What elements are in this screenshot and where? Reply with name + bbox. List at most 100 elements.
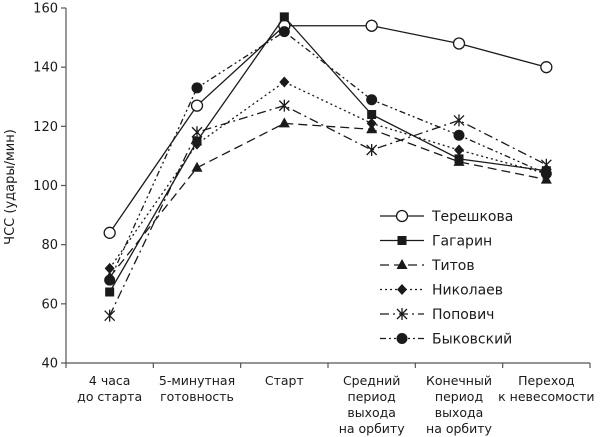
- legend-marker: [396, 308, 408, 320]
- plot-area: 40 60 80 100 120 140 160 4 часа до старта 5-минут…: [33, 2, 594, 437]
- x-tick-label-line: Средний: [343, 373, 400, 388]
- marker-shape: [278, 99, 290, 112]
- legend-label: Гагарин: [432, 234, 492, 250]
- x-tick-label-line: до старта: [77, 389, 142, 404]
- y-tick-label: 140: [33, 61, 58, 76]
- marker-shape: [278, 26, 290, 38]
- marker-shape: [105, 287, 115, 297]
- marker-shape: [454, 144, 464, 156]
- x-tick-label-line: 5-минутная: [159, 373, 235, 388]
- x-tick-label-line: Конечный: [426, 373, 492, 388]
- y-tick-label: 60: [41, 297, 58, 312]
- data-point: [191, 126, 203, 139]
- legend-item: Терешкова: [380, 209, 513, 225]
- data-point: [365, 19, 378, 32]
- series-line: [109, 30, 547, 281]
- data-point: [366, 144, 378, 156]
- marker-shape: [278, 117, 290, 128]
- marker-shape: [397, 284, 407, 295]
- x-tick-label-line: на орбиту: [339, 421, 406, 436]
- series-3: [104, 76, 552, 274]
- marker-shape: [396, 308, 408, 320]
- legend-label: Терешкова: [431, 209, 513, 225]
- data-point: [540, 61, 553, 74]
- x-tick-label: Конечный период выхода на орбиту: [426, 373, 493, 436]
- legend-label: Попович: [432, 307, 494, 323]
- data-point: [367, 110, 377, 119]
- data-point: [103, 226, 116, 239]
- x-tick-label-line: на орбиту: [426, 421, 493, 436]
- data-point: [279, 76, 290, 88]
- marker-shape: [395, 209, 409, 223]
- legend-marker: [396, 259, 408, 269]
- legend-marker: [396, 333, 408, 344]
- data-point: [190, 99, 204, 112]
- series-5: [104, 26, 552, 286]
- data-point: [104, 274, 116, 286]
- legend: Терешкова Гагарин Титов Николаев Попович Быко…: [380, 209, 513, 348]
- series-line: [109, 122, 547, 278]
- data-point: [191, 82, 203, 94]
- marker-shape: [104, 309, 116, 322]
- series-line: [109, 25, 547, 234]
- marker-shape: [540, 61, 553, 74]
- series-line: [109, 104, 547, 316]
- x-tick-label: Средний период выхода на орбиту: [339, 373, 406, 436]
- legend-item: Быковский: [380, 332, 512, 348]
- data-point: [454, 144, 464, 156]
- x-tick-label: Переход к невесомости: [498, 373, 594, 404]
- x-tick-label: 4 часа до старта: [77, 373, 142, 404]
- data-point: [540, 168, 552, 180]
- legend-marker: [395, 209, 409, 223]
- x-tick-label-line: Переход: [518, 373, 574, 388]
- series-line: [109, 81, 547, 269]
- data-point: [452, 37, 466, 50]
- y-axis-label: ЧСС (удары/мин): [3, 129, 18, 245]
- marker-shape: [367, 110, 377, 119]
- legend-item: Гагарин: [380, 234, 492, 250]
- data-point: [278, 117, 290, 128]
- y-tick-label: 160: [33, 2, 58, 17]
- marker-shape: [279, 12, 289, 22]
- marker-shape: [365, 19, 378, 32]
- legend-marker: [397, 284, 407, 295]
- x-tick-label-line: к невесомости: [498, 389, 594, 404]
- marker-shape: [279, 76, 290, 88]
- x-tick-label-line: выхода: [347, 405, 396, 420]
- y-tick-label: 80: [41, 238, 58, 253]
- marker-shape: [397, 236, 407, 245]
- marker-shape: [104, 274, 116, 286]
- y-tick-label: 100: [33, 179, 58, 194]
- data-point: [192, 138, 202, 150]
- data-point: [366, 117, 377, 129]
- marker-shape: [366, 94, 378, 106]
- x-tick-label-line: 4 часа: [89, 373, 131, 388]
- y-tick-label: 40: [41, 357, 58, 372]
- x-tick-label: Старт: [265, 373, 304, 388]
- marker-shape: [366, 117, 377, 129]
- marker-shape: [191, 161, 203, 172]
- data-point: [453, 155, 465, 166]
- legend-label: Быковский: [432, 332, 512, 348]
- x-tick-label-line: готовность: [160, 389, 234, 404]
- x-tick-label: 5-минутная готовность: [159, 373, 235, 404]
- marker-shape: [192, 138, 202, 150]
- marker-shape: [104, 262, 115, 274]
- data-point: [278, 99, 290, 112]
- data-point: [279, 12, 289, 22]
- legend-item: Попович: [380, 307, 494, 323]
- marker-shape: [191, 82, 203, 94]
- legend-label: Николаев: [432, 283, 503, 299]
- x-tick-label-line: период: [435, 389, 483, 404]
- data-point: [191, 161, 203, 172]
- legend-label: Титов: [431, 258, 475, 274]
- series-2: [104, 117, 552, 282]
- marker-shape: [366, 144, 378, 156]
- marker-shape: [103, 226, 116, 239]
- series-0: [103, 19, 553, 239]
- marker-shape: [540, 168, 552, 180]
- data-point: [278, 26, 290, 38]
- series-4: [104, 99, 552, 322]
- legend-item: Николаев: [380, 283, 503, 299]
- y-tick-label: 120: [33, 120, 58, 135]
